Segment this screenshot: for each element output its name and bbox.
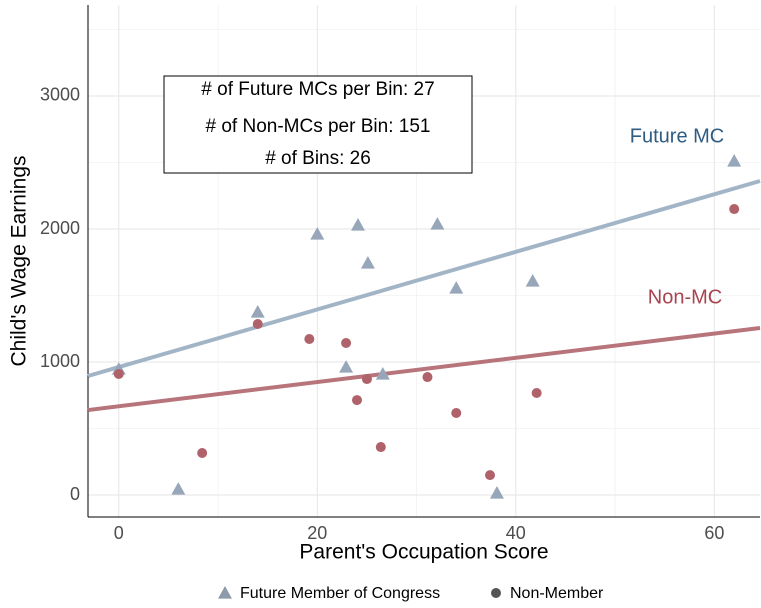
circle-point (113, 369, 124, 380)
circle-point (252, 318, 263, 329)
legend-marker (491, 588, 501, 598)
y-axis-title: Child's Wage Earnings (8, 156, 31, 367)
line-label: Future MC (630, 125, 724, 147)
triangle-point (360, 256, 375, 269)
y-tick-label: 0 (70, 484, 80, 504)
circle-point (351, 395, 362, 406)
circle-point (197, 448, 208, 459)
triangle-point (339, 360, 354, 373)
x-axis-title: Parent's Occupation Score (299, 541, 548, 564)
x-tick-label: 0 (114, 523, 124, 543)
annotation: # of Non-MCs per Bin: 151 (206, 116, 431, 137)
annotation: # of Bins: 26 (265, 148, 371, 169)
triangle-point (430, 217, 445, 230)
triangle-point (350, 218, 365, 231)
circle-point (375, 442, 386, 453)
annotation: # of Future MCs per Bin: 27 (201, 79, 434, 100)
y-tick-label: 1000 (40, 351, 80, 371)
legend-marker (218, 586, 232, 599)
x-tick-label: 60 (704, 523, 724, 543)
triangle-point (250, 305, 265, 318)
fit-line (87, 325, 761, 413)
circle-point (451, 407, 462, 418)
triangle-point (525, 274, 540, 287)
legend-label: Future Member of Congress (240, 585, 440, 602)
annotation-box (163, 75, 473, 174)
circle-point (422, 372, 433, 383)
circle-point (485, 470, 496, 481)
triangle-point (375, 367, 390, 380)
legend-label: Non-Member (510, 585, 604, 602)
fit-line (87, 179, 761, 378)
circle-point (531, 388, 542, 399)
circle-point (304, 334, 315, 345)
y-tick-label: 3000 (40, 85, 80, 105)
circle-point (729, 204, 740, 215)
triangle-point (449, 281, 464, 294)
circle-point (341, 338, 352, 349)
triangle-point (489, 486, 504, 499)
line-label: Non-MC (648, 286, 722, 308)
y-tick-label: 2000 (40, 218, 80, 238)
triangle-point (310, 227, 325, 240)
legend-item: Future Member of Congress (218, 585, 440, 602)
x-tick-label: 20 (307, 523, 327, 543)
triangle-point (171, 482, 186, 495)
legend-item: Non-Member (491, 585, 604, 602)
triangle-point (727, 154, 742, 167)
circle-point (361, 374, 372, 385)
x-tick-label: 40 (506, 523, 526, 543)
